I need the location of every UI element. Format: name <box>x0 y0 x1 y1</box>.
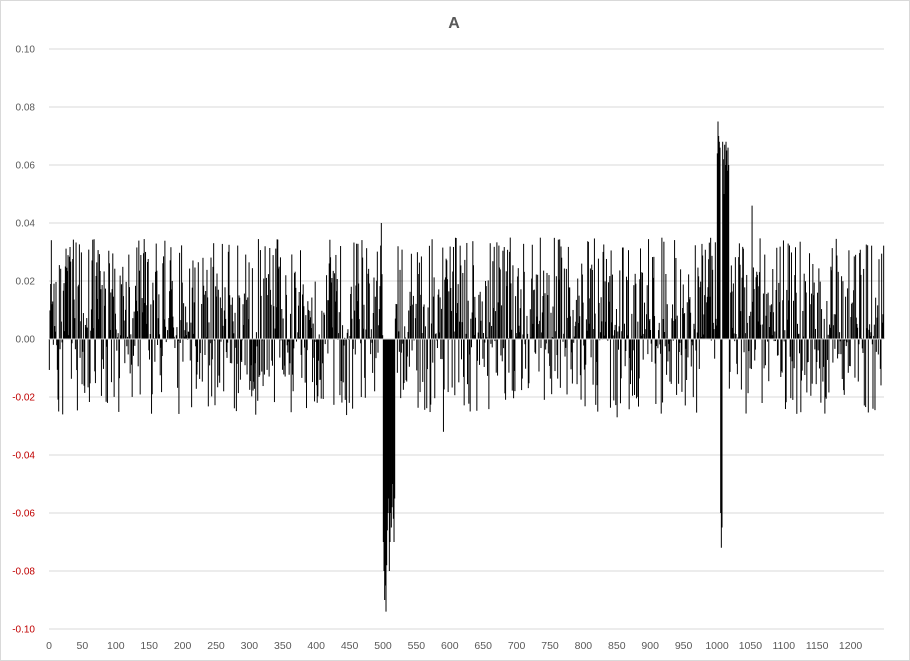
x-tick-label: 650 <box>474 640 492 652</box>
x-tick-label: 1000 <box>705 640 729 652</box>
x-tick-label: 600 <box>441 640 459 652</box>
x-tick-label: 900 <box>641 640 659 652</box>
x-axis-ticks: 0 50 100 150 200 250 300 350 400 450 500 550 600 650 7… <box>46 640 862 652</box>
x-tick-label: 400 <box>307 640 325 652</box>
y-tick-label: -0.02 <box>12 393 35 404</box>
x-tick-label: 300 <box>241 640 259 652</box>
x-tick-label: 1100 <box>773 640 796 652</box>
x-tick-label: 350 <box>274 640 292 652</box>
x-tick-label: 0 <box>46 640 52 652</box>
y-tick-label: 0.10 <box>16 45 36 56</box>
x-tick-label: 700 <box>508 640 526 652</box>
y-tick-label: -0.06 <box>12 509 35 520</box>
x-tick-label: 550 <box>408 640 426 652</box>
y-tick-label: 0.02 <box>16 277 36 288</box>
x-tick-label: 750 <box>541 640 559 652</box>
y-tick-label: 0.04 <box>16 219 36 230</box>
x-tick-label: 850 <box>608 640 626 652</box>
x-tick-label: 500 <box>374 640 392 652</box>
x-tick-label: 200 <box>174 640 192 652</box>
y-tick-label: 0.06 <box>16 161 36 172</box>
y-tick-label: -0.08 <box>12 567 35 578</box>
y-tick-label: 0.00 <box>16 335 36 346</box>
x-tick-label: 1050 <box>739 640 763 652</box>
y-tick-label: -0.10 <box>12 625 35 636</box>
x-tick-label: 150 <box>140 640 158 652</box>
y-axis-ticks: 0.10 0.08 0.06 0.04 0.02 0.00 -0.02 -0.04 -0.06 -… <box>12 45 35 636</box>
x-tick-label: 1200 <box>839 640 863 652</box>
x-tick-label: 800 <box>575 640 593 652</box>
x-tick-label: 100 <box>107 640 125 652</box>
x-tick-label: 50 <box>77 640 89 652</box>
x-tick-label: 450 <box>341 640 359 652</box>
y-tick-label: -0.04 <box>12 451 35 462</box>
x-tick-label: 950 <box>675 640 693 652</box>
x-tick-label: 250 <box>207 640 225 652</box>
bars <box>48 121 885 612</box>
y-tick-label: 0.08 <box>16 103 36 114</box>
x-tick-label: 1150 <box>806 640 829 652</box>
chart-title: A <box>448 15 460 32</box>
